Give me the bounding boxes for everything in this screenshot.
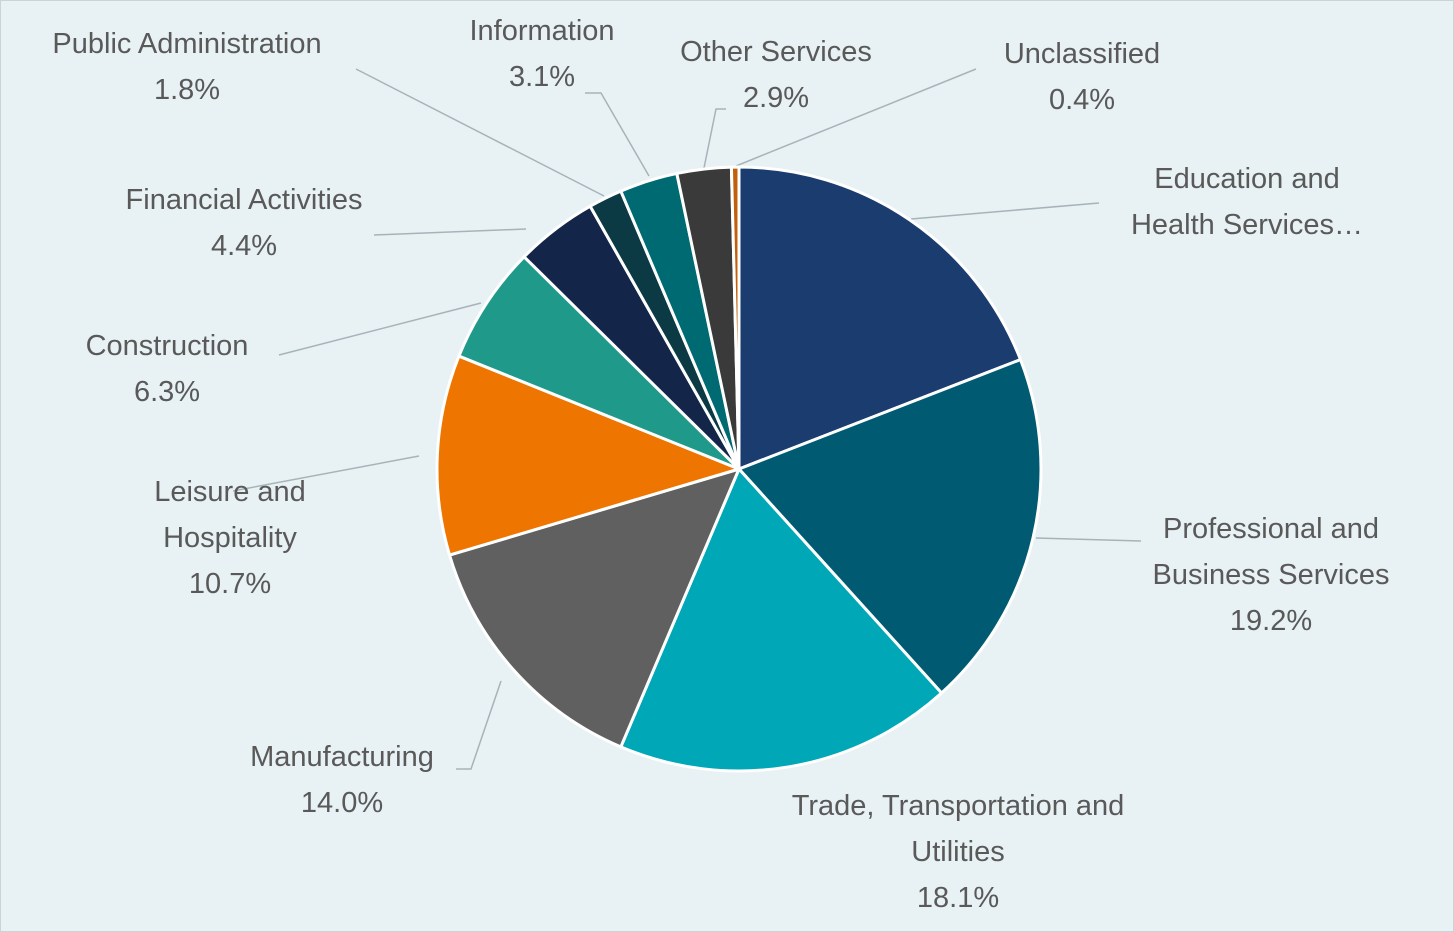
category-label: Financial Activities [125, 184, 363, 216]
data-label: Unclassified 0.4% [982, 31, 1182, 123]
leader-line [910, 202, 1100, 220]
value-label: 2.9% [742, 82, 810, 114]
pie-slice [729, 165, 741, 471]
pie-slice [435, 354, 741, 557]
leader-line [355, 68, 605, 197]
leader-line [278, 302, 482, 356]
category-label: Education and Health Services… [1130, 163, 1364, 241]
category-label: Information [469, 15, 615, 47]
category-label: Trade, Transportation and Utilities [791, 790, 1125, 868]
data-label: Information 3.1% [442, 8, 642, 100]
data-label: Leisure and Hospitality 10.7% [135, 469, 325, 607]
pie-slice [737, 165, 1022, 471]
pie-slice [457, 255, 741, 471]
data-label: Other Services 2.9% [656, 29, 896, 121]
leader-line [232, 455, 420, 492]
category-label: Unclassified [1003, 38, 1161, 70]
category-label: Construction [85, 330, 249, 362]
pie-slice [619, 467, 944, 773]
data-label: Education and Health Services… [1112, 156, 1382, 248]
leader-line [735, 68, 977, 167]
pie-slice [737, 358, 1043, 695]
category-label: Public Administration [52, 28, 322, 60]
leader-line [703, 108, 726, 169]
value-label: 19.2% [1229, 605, 1313, 637]
value-label: 6.3% [133, 376, 201, 408]
category-label: Other Services [680, 36, 872, 68]
value-label: 0.4% [1048, 84, 1116, 116]
value-label: 3.1% [508, 61, 576, 93]
pie-slice [448, 467, 741, 749]
data-label: Trade, Transportation and Utilities 18.1% [788, 783, 1128, 921]
category-label: Manufacturing [250, 741, 434, 773]
data-label: Public Administration 1.8% [17, 21, 357, 113]
leader-line [585, 92, 650, 177]
data-label: Manufacturing 14.0% [212, 734, 472, 826]
value-label: 10.7% [188, 568, 272, 600]
value-label: 4.4% [210, 230, 278, 262]
value-label: 14.0% [300, 787, 384, 819]
leader-line [373, 228, 527, 236]
value-label: 1.8% [153, 74, 221, 106]
data-label: Professional and Business Services 19.2% [1131, 506, 1411, 644]
leader-line [456, 680, 502, 770]
data-label: Construction 6.3% [57, 323, 277, 415]
data-label: Financial Activities 4.4% [94, 177, 394, 269]
leader-line [1035, 537, 1142, 542]
category-label: Leisure and Hospitality [154, 476, 306, 554]
category-label: Professional and Business Services [1152, 513, 1390, 591]
value-label: 18.1% [916, 882, 1000, 914]
